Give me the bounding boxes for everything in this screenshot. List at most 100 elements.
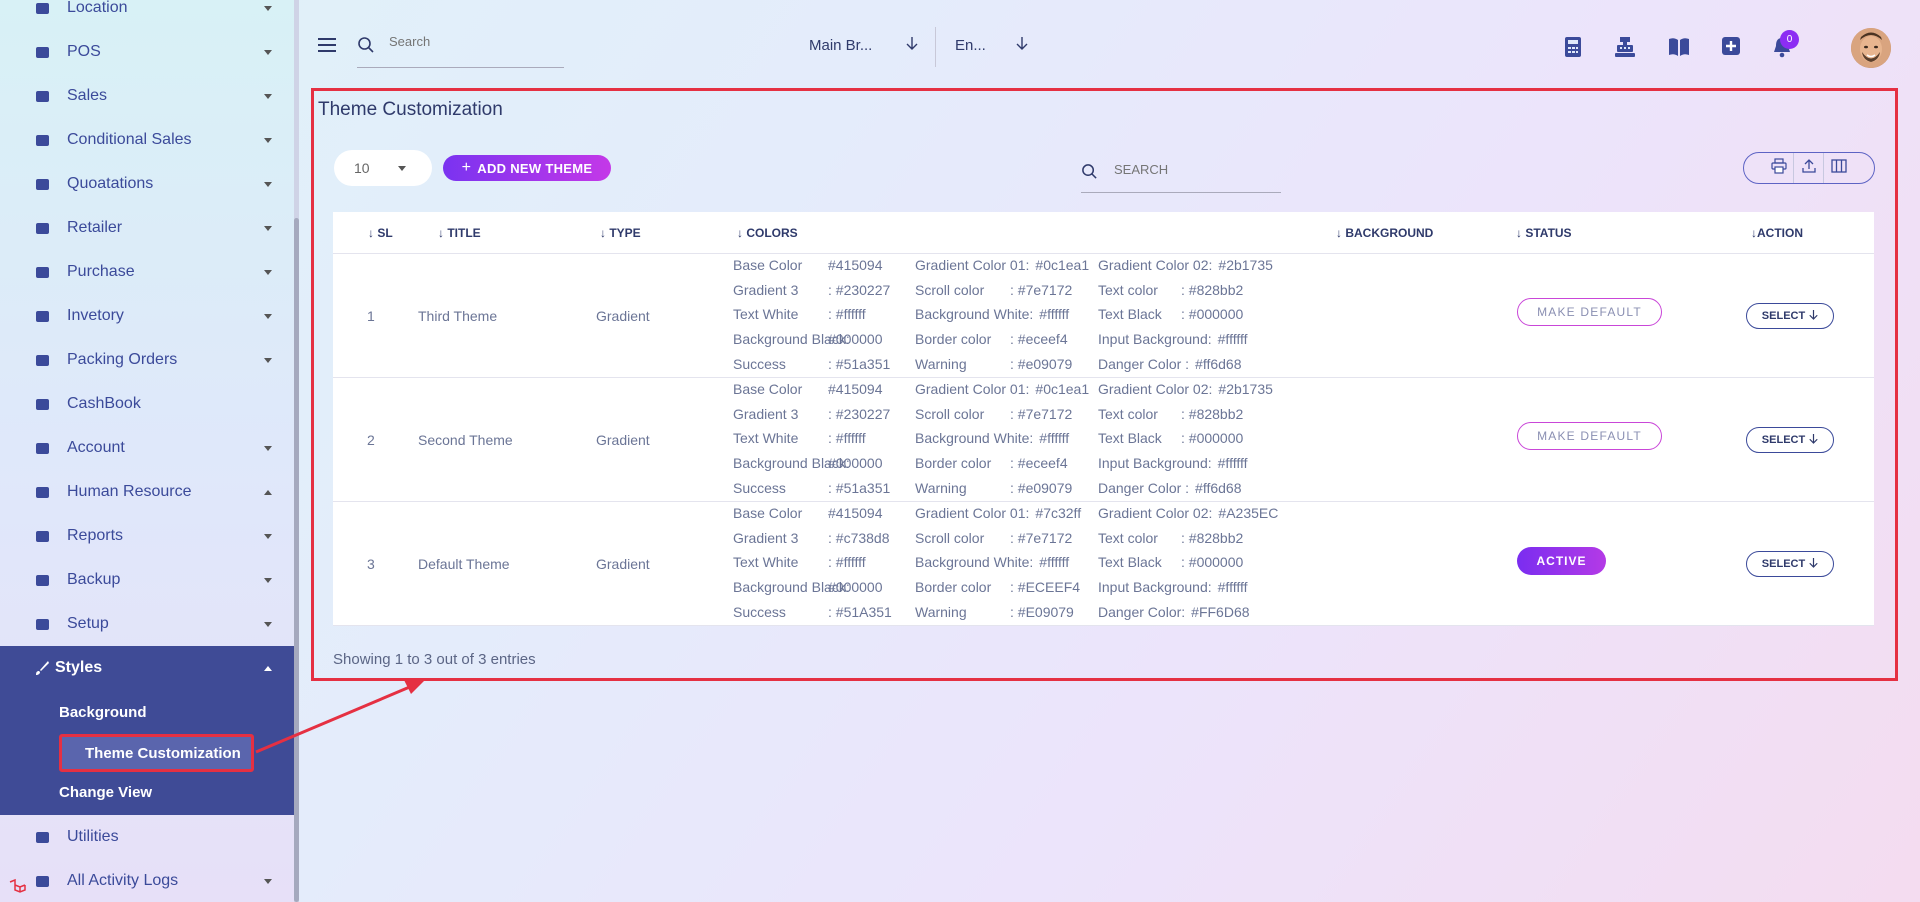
sidebar-item-label: Sales	[67, 87, 108, 104]
scrollbar-thumb[interactable]	[294, 218, 299, 902]
color-entry: Warning: #e09079	[915, 479, 1073, 496]
search-icon	[1081, 163, 1098, 185]
sidebar-sub-background[interactable]: Background	[59, 704, 147, 721]
select-dropdown-button[interactable]: SELECT	[1746, 551, 1834, 577]
sidebar-item-account[interactable]: Account	[0, 426, 294, 470]
select-dropdown-button[interactable]: SELECT	[1746, 427, 1834, 453]
table-search-input[interactable]	[1114, 162, 1274, 177]
color-entry: Success: #51a351	[733, 355, 891, 372]
plus-square-icon[interactable]	[1721, 36, 1743, 58]
add-new-theme-button[interactable]: + ADD NEW THEME	[443, 155, 611, 181]
cell-title: Third Theme	[418, 308, 498, 324]
warehouse-icon	[33, 307, 51, 325]
export-button[interactable]	[1794, 153, 1824, 183]
sidebar-sub-theme-customization[interactable]: Theme Customization	[59, 734, 254, 772]
hamburger-menu-icon[interactable]	[318, 38, 336, 52]
sidebar-item-quoatations[interactable]: Quoatations	[0, 162, 294, 206]
search-field	[357, 28, 564, 68]
arrow-down-icon	[1016, 36, 1028, 54]
sidebar-item-label: Invetory	[67, 307, 124, 324]
table-search	[1081, 157, 1281, 193]
column-header-type[interactable]: ↓ TYPE	[600, 226, 641, 240]
color-entry: Danger Color: #FF6D68	[1098, 603, 1250, 620]
make-default-button[interactable]: MAKE DEFAULT	[1517, 422, 1662, 450]
print-button[interactable]	[1764, 153, 1794, 183]
sidebar-item-location[interactable]: Location	[0, 0, 294, 30]
chevron-down-icon	[264, 577, 272, 583]
sidebar-item-human-resource[interactable]: Human Resource	[0, 470, 294, 514]
sidebar-item-packing-orders[interactable]: Packing Orders	[0, 338, 294, 382]
arrow-down-icon	[906, 36, 918, 54]
arrow-down-icon	[1809, 557, 1818, 571]
column-header-status[interactable]: ↓ STATUS	[1516, 226, 1572, 240]
sidebar-item-setup[interactable]: Setup	[0, 602, 294, 646]
laravel-logo-icon	[8, 878, 30, 896]
color-entry: Scroll color: #7e7172	[915, 529, 1073, 546]
column-header-sl[interactable]: ↓ SL	[368, 226, 393, 240]
sidebar-item-all-activity-logs[interactable]: All Activity Logs	[0, 859, 294, 902]
color-entry: Base Color #415094	[733, 257, 883, 273]
column-header-background[interactable]: ↓ BACKGROUND	[1336, 226, 1434, 240]
book-icon	[33, 395, 51, 413]
sidebar-item-backup[interactable]: Backup	[0, 558, 294, 602]
sidebar-sub-change-view[interactable]: Change View	[59, 784, 153, 801]
color-entry: Scroll color: #7e7172	[915, 405, 1073, 422]
upload-icon	[1801, 158, 1817, 179]
column-header-title[interactable]: ↓ TITLE	[438, 226, 481, 240]
print-icon	[1770, 157, 1787, 179]
table-row: 2 Second Theme Gradient Base Color #415094 Gr…	[333, 378, 1874, 502]
sidebar-item-utilities[interactable]: Utilities	[0, 815, 294, 859]
select-dropdown-button[interactable]: SELECT	[1746, 303, 1834, 329]
sidebar-item-label: Human Resource	[67, 483, 192, 500]
sidebar-item-label: Setup	[67, 615, 109, 632]
page-length-select[interactable]: 10	[334, 150, 432, 186]
cell-title: Second Theme	[418, 432, 513, 448]
chevron-down-icon	[264, 93, 272, 99]
page-length-value: 10	[354, 160, 370, 176]
language-select[interactable]: En...	[955, 36, 1028, 54]
status-badge[interactable]: ACTIVE	[1517, 547, 1606, 575]
sidebar-item-sales[interactable]: Sales	[0, 74, 294, 118]
color-entry: Background White: #ffffff	[915, 306, 1070, 323]
chevron-down-icon	[264, 225, 272, 231]
chevron-down-icon	[264, 5, 272, 11]
column-header-action[interactable]: ↓ACTION	[1751, 226, 1803, 240]
sidebar-item-reports[interactable]: Reports	[0, 514, 294, 558]
chevron-down-icon	[264, 621, 272, 627]
topbar: Main Br... En... 0	[300, 0, 1920, 86]
sidebar-item-retailer[interactable]: Retailer	[0, 206, 294, 250]
sidebar-item-pos[interactable]: POS	[0, 30, 294, 74]
store-icon	[33, 263, 51, 281]
color-entry: Input Background: #ffffff	[1098, 455, 1248, 472]
color-entry: Base Color #415094	[733, 505, 883, 521]
calculator-icon	[33, 439, 51, 457]
book-open-icon[interactable]	[1667, 36, 1689, 58]
color-entry: Text Black: #000000	[1098, 306, 1244, 323]
sidebar-item-cashbook[interactable]: CashBook	[0, 382, 294, 426]
column-header-colors[interactable]: ↓ COLORS	[737, 226, 798, 240]
branch-select-value: Main Br...	[809, 36, 873, 54]
sidebar-item-purchase[interactable]: Purchase	[0, 250, 294, 294]
columns-button[interactable]	[1824, 153, 1854, 183]
avatar[interactable]	[1851, 28, 1891, 68]
cash-register-icon	[33, 43, 51, 61]
sidebar-scrollbar[interactable]	[294, 0, 299, 902]
color-entry: Gradient Color 01: #0c1ea1	[915, 257, 1090, 273]
sidebar-item-invetory[interactable]: Invetory	[0, 294, 294, 338]
sidebar-item-label: CashBook	[67, 395, 141, 412]
sidebar-item-label: Utilities	[67, 828, 119, 845]
calculator-icon[interactable]	[1563, 36, 1585, 58]
chevron-down-icon	[264, 137, 272, 143]
branch-select[interactable]: Main Br...	[809, 36, 918, 54]
chevron-down-icon	[264, 313, 272, 319]
table-row: 3 Default Theme Gradient Base Color #415094 G…	[333, 502, 1874, 626]
cash-register-icon[interactable]	[1614, 36, 1636, 58]
color-entry: Background White: #ffffff	[915, 430, 1070, 447]
color-entry: Input Background: #ffffff	[1098, 579, 1248, 596]
chevron-down-icon	[264, 878, 272, 884]
sidebar-item-conditional-sales[interactable]: Conditional Sales	[0, 118, 294, 162]
plus-icon: +	[461, 159, 472, 176]
search-input[interactable]	[389, 34, 559, 49]
sidebar-item-styles[interactable]: Styles	[0, 646, 294, 690]
make-default-button[interactable]: MAKE DEFAULT	[1517, 298, 1662, 326]
